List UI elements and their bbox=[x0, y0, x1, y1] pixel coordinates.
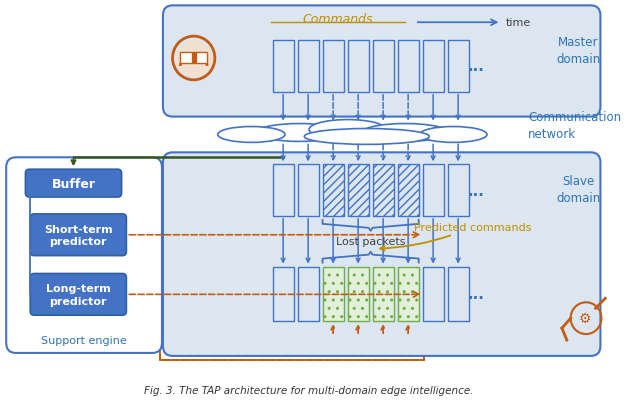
Bar bbox=[298, 165, 319, 217]
Bar bbox=[160, 247, 424, 360]
FancyBboxPatch shape bbox=[163, 6, 600, 117]
Ellipse shape bbox=[256, 124, 343, 142]
Text: ...: ... bbox=[468, 183, 485, 198]
Bar bbox=[422, 267, 444, 321]
Ellipse shape bbox=[304, 129, 429, 145]
Bar bbox=[372, 165, 394, 217]
Bar bbox=[372, 267, 394, 321]
Text: Communication
network: Communication network bbox=[529, 110, 621, 140]
Text: Predicted commands: Predicted commands bbox=[380, 222, 531, 251]
Bar bbox=[323, 165, 344, 217]
Text: Buffer: Buffer bbox=[51, 177, 95, 190]
Text: Long-term
predictor: Long-term predictor bbox=[46, 284, 111, 306]
FancyBboxPatch shape bbox=[30, 215, 126, 256]
Bar bbox=[160, 247, 424, 360]
Text: ⬤: ⬤ bbox=[173, 41, 214, 77]
Text: Fig. 3. The TAP architecture for multi-domain edge intelligence.: Fig. 3. The TAP architecture for multi-d… bbox=[145, 385, 474, 395]
Text: Short-term
predictor: Short-term predictor bbox=[44, 224, 113, 246]
Text: ...: ... bbox=[468, 59, 485, 74]
Bar bbox=[298, 267, 319, 321]
Ellipse shape bbox=[309, 120, 386, 140]
Text: ⚙: ⚙ bbox=[579, 312, 591, 325]
Bar bbox=[180, 53, 207, 64]
Bar bbox=[422, 165, 444, 217]
Text: time: time bbox=[506, 18, 531, 28]
Bar bbox=[273, 267, 294, 321]
Bar bbox=[372, 41, 394, 93]
Bar bbox=[181, 54, 191, 63]
FancyBboxPatch shape bbox=[26, 170, 122, 198]
FancyBboxPatch shape bbox=[6, 158, 162, 353]
Ellipse shape bbox=[420, 127, 487, 143]
Text: Master
domain: Master domain bbox=[556, 36, 600, 66]
Bar bbox=[298, 41, 319, 93]
Bar bbox=[323, 267, 344, 321]
Bar bbox=[348, 41, 369, 93]
FancyBboxPatch shape bbox=[163, 153, 600, 356]
Text: ...: ... bbox=[468, 286, 485, 301]
Bar bbox=[397, 165, 419, 217]
Bar bbox=[348, 165, 369, 217]
Text: Commands: Commands bbox=[303, 13, 373, 26]
Bar bbox=[422, 41, 444, 93]
Ellipse shape bbox=[218, 127, 285, 143]
Bar bbox=[397, 41, 419, 93]
Bar bbox=[447, 267, 468, 321]
Bar bbox=[273, 165, 294, 217]
Bar bbox=[273, 41, 294, 93]
Bar bbox=[348, 267, 369, 321]
Bar bbox=[397, 267, 419, 321]
Text: Slave
domain: Slave domain bbox=[556, 175, 600, 205]
Bar bbox=[196, 54, 206, 63]
Text: Lost packets: Lost packets bbox=[336, 236, 405, 246]
Ellipse shape bbox=[362, 124, 449, 142]
Bar bbox=[323, 41, 344, 93]
Bar bbox=[447, 165, 468, 217]
Bar bbox=[447, 41, 468, 93]
Text: Support engine: Support engine bbox=[41, 335, 127, 345]
FancyBboxPatch shape bbox=[30, 274, 126, 316]
